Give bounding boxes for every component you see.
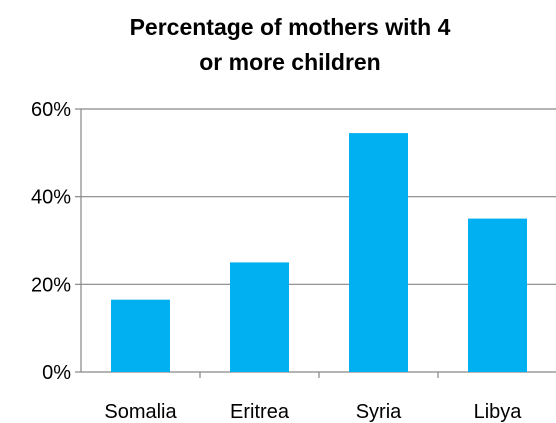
bar-libya <box>468 219 527 372</box>
bar-somalia <box>111 300 170 372</box>
x-tick-label-libya: Libya <box>474 401 523 423</box>
y-tick-label-40: 40% <box>31 187 71 209</box>
x-tick-label-somalia: Somalia <box>104 401 177 423</box>
bar-syria <box>349 133 408 372</box>
x-tick-label-eritrea: Eritrea <box>230 401 290 423</box>
y-tick-label-20: 20% <box>31 274 71 296</box>
bar-eritrea <box>230 262 289 372</box>
y-tick-label-0: 0% <box>42 362 71 384</box>
x-tick-label-syria: Syria <box>356 401 402 423</box>
y-tick-label-60: 60% <box>31 99 71 121</box>
